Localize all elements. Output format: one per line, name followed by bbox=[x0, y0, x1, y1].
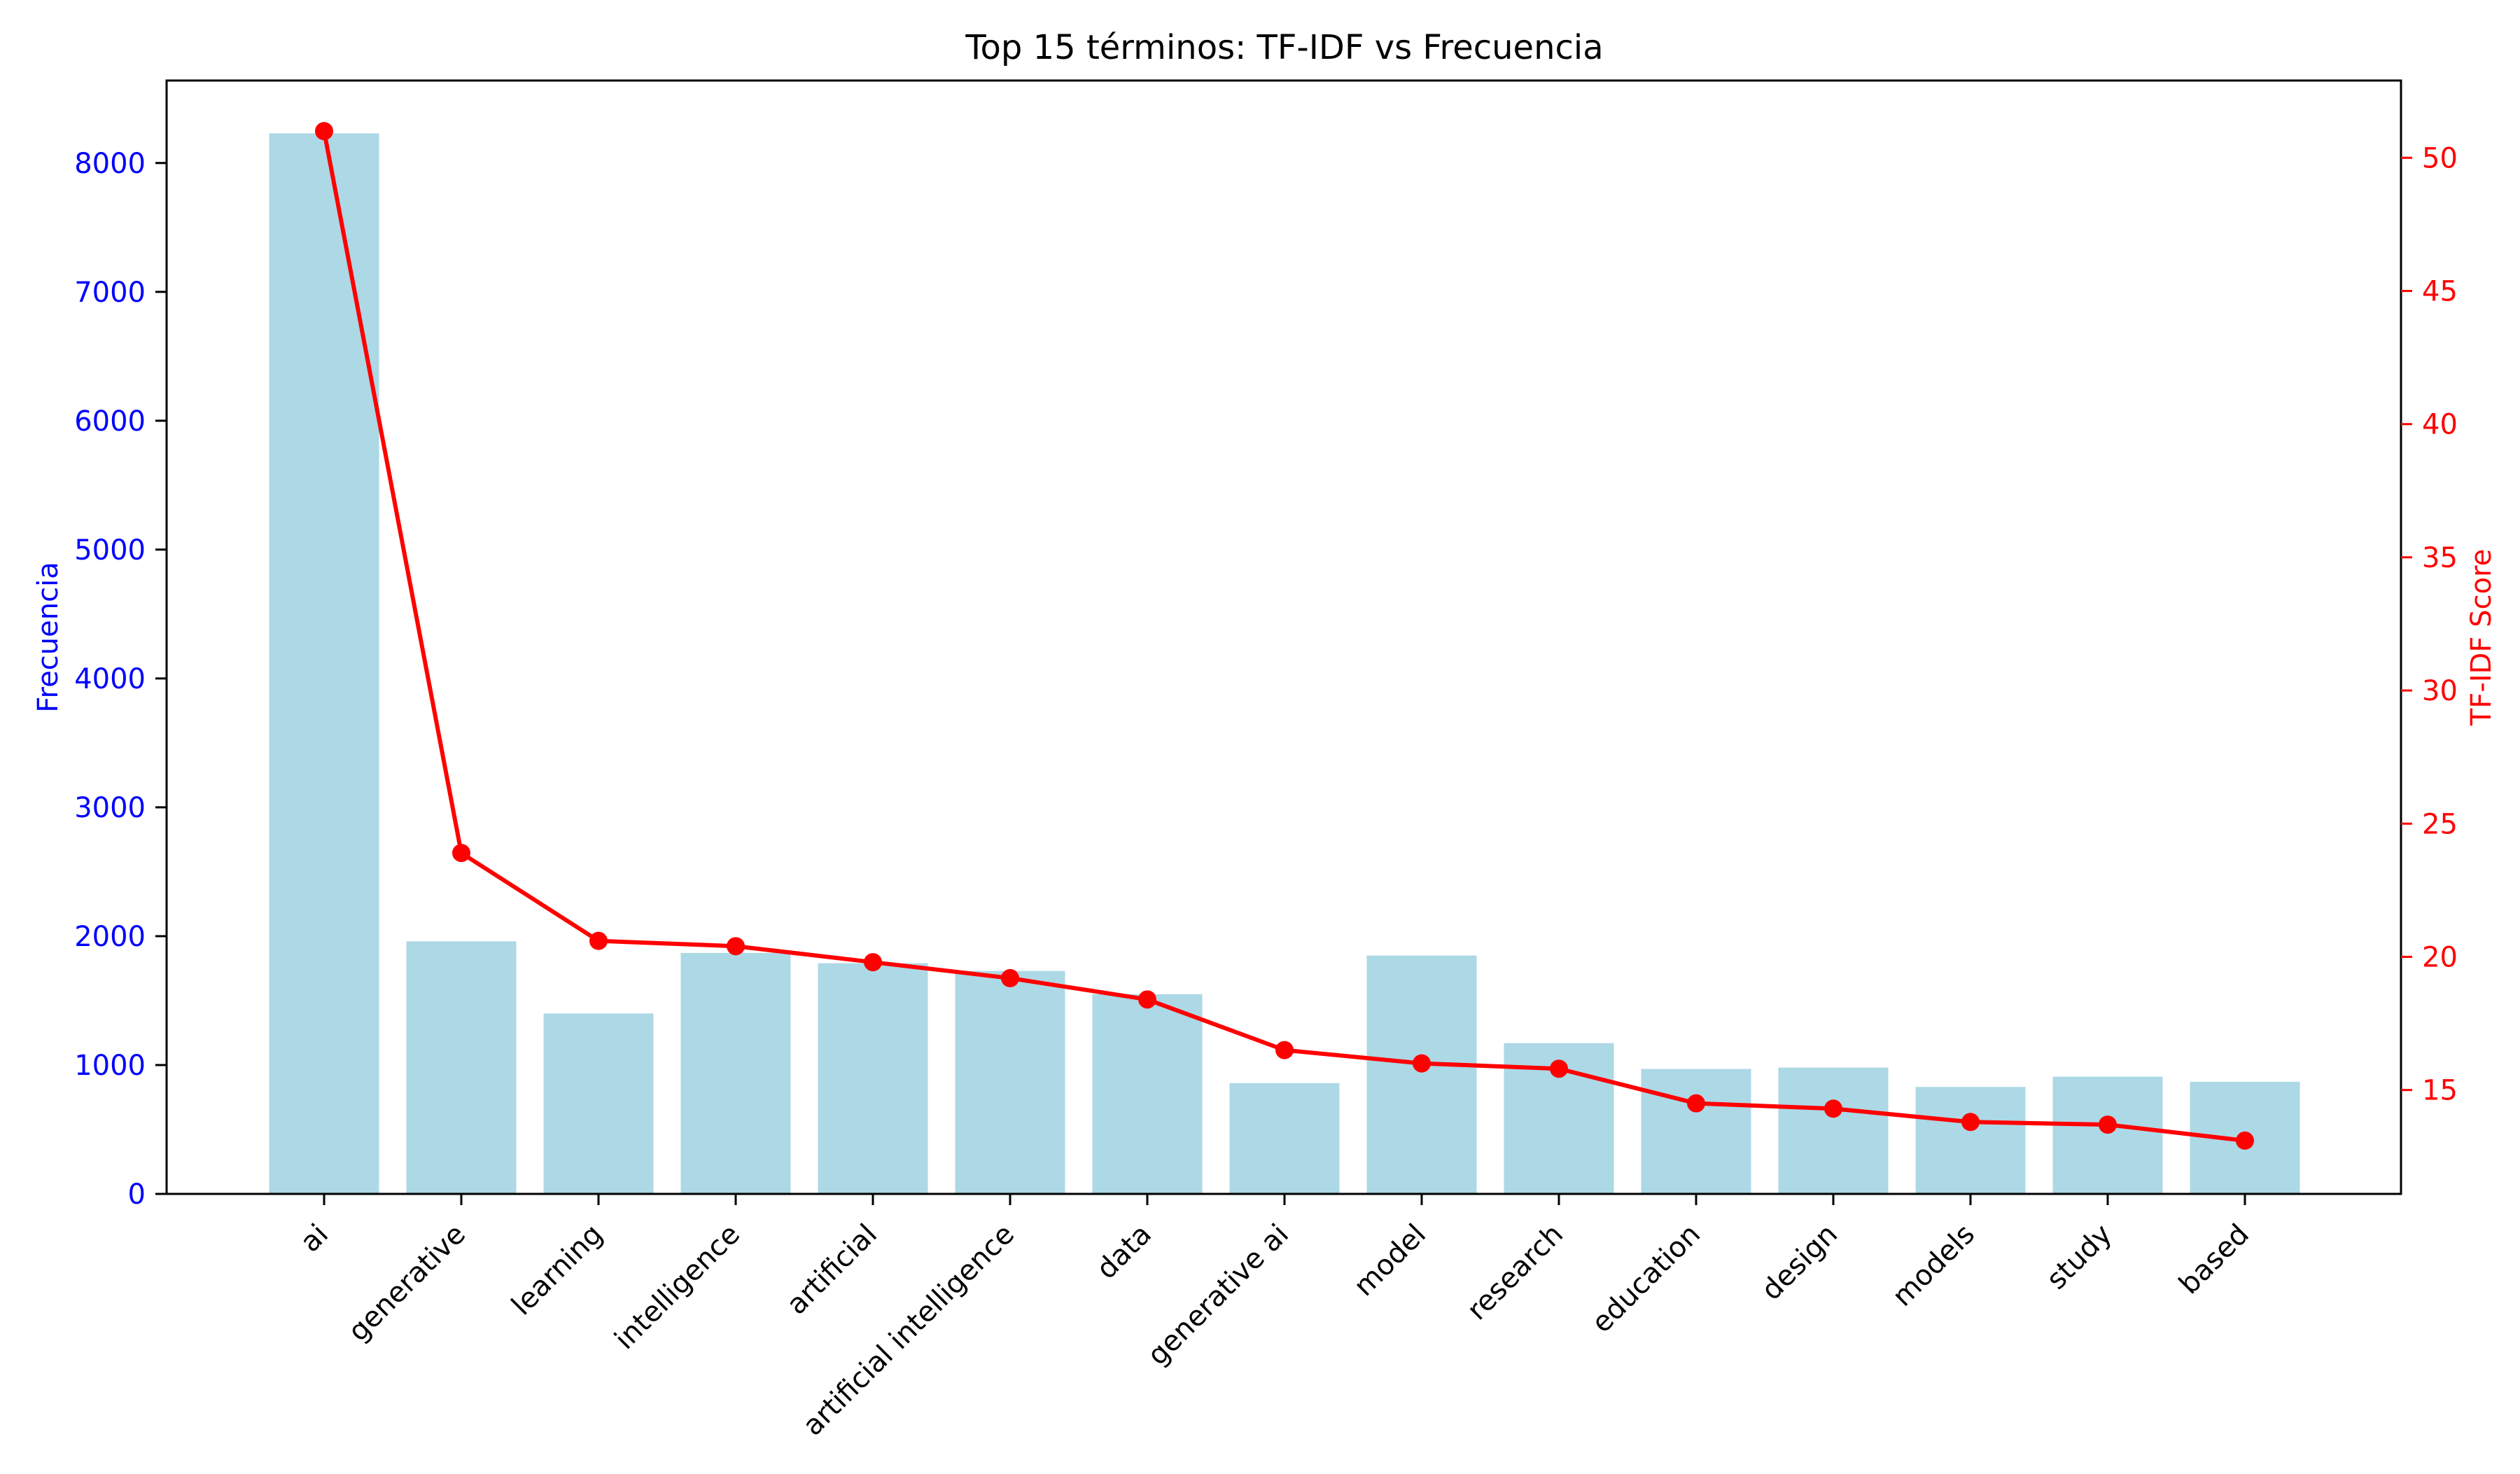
bar-education bbox=[1641, 1069, 1751, 1194]
left-tick-label: 1000 bbox=[74, 1050, 146, 1082]
right-tick-label: 25 bbox=[2422, 808, 2458, 840]
right-tick-label: 30 bbox=[2422, 675, 2458, 707]
tfidf-point-data bbox=[1138, 990, 1156, 1009]
tfidf-point-based bbox=[2236, 1131, 2254, 1150]
tfidf-point-artificial bbox=[864, 953, 882, 972]
tfidf-point-design bbox=[1824, 1099, 1842, 1118]
tfidf-point-ai bbox=[315, 122, 333, 141]
left-tick-label: 0 bbox=[128, 1178, 146, 1211]
right-tick-label: 20 bbox=[2422, 941, 2458, 973]
left-tick-label: 7000 bbox=[74, 277, 146, 309]
tfidf-point-artificial-intelligence bbox=[1001, 968, 1019, 987]
tfidf-line-layer bbox=[315, 122, 2254, 1150]
bar-study bbox=[2052, 1076, 2163, 1194]
axes-layer: 0 1000 2000 3000 4000 5000 6000 7000 8000 15 20 25 3… bbox=[74, 79, 2458, 1442]
bar-design bbox=[1778, 1067, 1889, 1194]
bar-models bbox=[1915, 1087, 2026, 1194]
left-tick-label: 8000 bbox=[74, 148, 146, 180]
x-tick-label: data bbox=[1091, 1218, 1158, 1286]
x-tick-label: based bbox=[2173, 1218, 2255, 1301]
tfidf-point-model bbox=[1413, 1054, 1431, 1073]
left-tick-label: 4000 bbox=[74, 663, 146, 695]
y-axis-label: Frecuencia bbox=[32, 562, 64, 712]
tfidf-point-study bbox=[2099, 1115, 2117, 1134]
x-tick-label: ai bbox=[294, 1218, 335, 1259]
bar-learning bbox=[543, 1013, 654, 1194]
x-tick-label: models bbox=[1886, 1218, 1981, 1313]
x-tick-label: artificial bbox=[780, 1218, 883, 1321]
tfidf-point-generative bbox=[452, 844, 470, 863]
left-tick-label: 2000 bbox=[74, 921, 146, 953]
x-tick-label: generative ai bbox=[1142, 1218, 1295, 1372]
bar-intelligence bbox=[680, 952, 791, 1194]
bar-generative bbox=[406, 941, 517, 1194]
right-tick-label: 50 bbox=[2422, 142, 2458, 174]
tfidf-point-research bbox=[1550, 1059, 1568, 1078]
x-tick-label: design bbox=[1756, 1218, 1844, 1307]
bar-artificial bbox=[818, 963, 928, 1194]
bars-layer bbox=[269, 133, 2300, 1194]
right-tick-label: 35 bbox=[2422, 542, 2458, 574]
y2-axis-label: TF-IDF Score bbox=[2465, 549, 2498, 726]
bar-ai bbox=[269, 133, 379, 1194]
x-tick-label: learning bbox=[505, 1218, 609, 1322]
right-tick-label: 15 bbox=[2422, 1075, 2458, 1107]
x-tick-label: education bbox=[1586, 1218, 1707, 1340]
tfidf-line bbox=[322, 130, 2246, 1143]
bar-model bbox=[1366, 955, 1477, 1194]
left-tick-label: 3000 bbox=[74, 792, 146, 824]
bar-artificial-intelligence bbox=[955, 971, 1065, 1194]
chart-title: Top 15 términos: TF-IDF vs Frecuencia bbox=[965, 28, 1603, 67]
x-tick-label: generative bbox=[342, 1218, 472, 1348]
tfidf-point-learning bbox=[589, 931, 608, 950]
x-tick-label: research bbox=[1461, 1218, 1569, 1327]
left-tick-label: 6000 bbox=[74, 405, 146, 438]
bar-data bbox=[1092, 994, 1203, 1194]
tfidf-point-models bbox=[1961, 1113, 1980, 1132]
bar-generative-ai bbox=[1229, 1083, 1340, 1194]
x-tick-label: intelligence bbox=[608, 1218, 746, 1356]
tfidf-point-education bbox=[1687, 1094, 1705, 1113]
x-tick-label: study bbox=[2040, 1218, 2118, 1296]
tfidf-point-generative-ai bbox=[1275, 1041, 1294, 1059]
right-tick-label: 45 bbox=[2422, 276, 2458, 308]
right-tick-label: 40 bbox=[2422, 409, 2458, 441]
left-tick-label: 5000 bbox=[74, 534, 146, 566]
x-tick-label: model bbox=[1348, 1218, 1432, 1303]
tfidf-point-intelligence bbox=[727, 937, 745, 956]
